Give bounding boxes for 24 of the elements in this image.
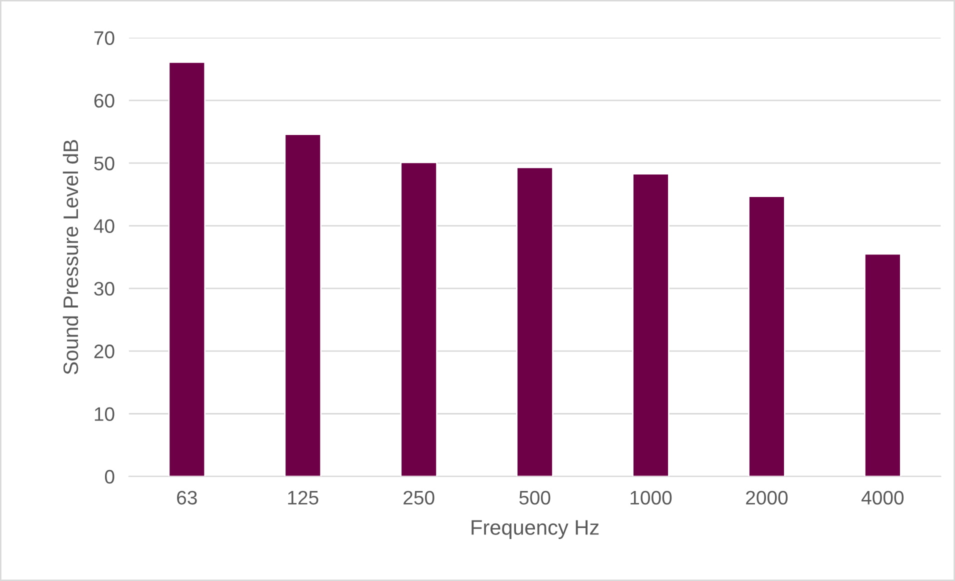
bar xyxy=(168,62,206,476)
x-tick-label: 500 xyxy=(519,490,550,505)
x-tick-label: 250 xyxy=(404,490,434,505)
bar xyxy=(516,166,554,476)
x-tick-label: 125 xyxy=(288,490,318,505)
y-axis-title: Sound Pressure Level dB xyxy=(62,140,78,374)
x-tick-label: 63 xyxy=(177,490,197,505)
x-tick-label: 1000 xyxy=(630,490,672,505)
y-tick-label: 0 xyxy=(104,470,114,484)
bar xyxy=(284,134,322,476)
y-tick-label: 60 xyxy=(94,94,114,108)
y-tick-label: 40 xyxy=(94,219,114,233)
x-tick-label: 4000 xyxy=(862,490,904,505)
y-tick-label: 10 xyxy=(94,407,114,421)
bar xyxy=(864,253,902,476)
bar xyxy=(400,162,438,476)
x-axis-title: Frequency Hz xyxy=(472,520,599,539)
x-tick-label: 2000 xyxy=(746,490,788,505)
bar xyxy=(632,173,670,476)
y-tick-label: 50 xyxy=(94,156,114,170)
y-tick-label: 70 xyxy=(94,31,114,45)
bar xyxy=(748,196,786,476)
y-tick-label: 20 xyxy=(94,344,114,358)
y-tick-label: 30 xyxy=(94,282,114,296)
